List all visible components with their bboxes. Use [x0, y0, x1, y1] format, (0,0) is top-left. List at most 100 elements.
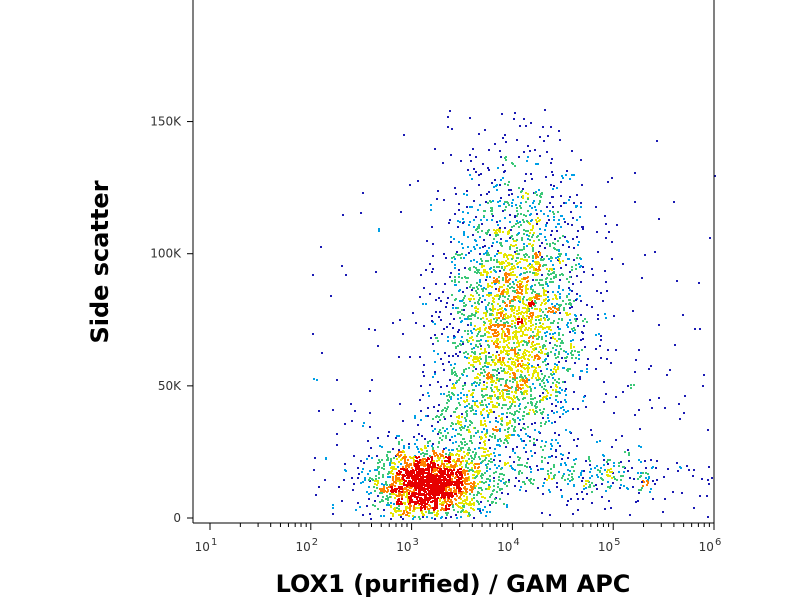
- event-dot: [532, 289, 534, 291]
- event-dot: [484, 348, 486, 350]
- event-dot: [514, 426, 516, 428]
- event-dot: [442, 450, 444, 452]
- event-dot: [489, 336, 491, 338]
- event-dot: [448, 479, 450, 481]
- event-dot: [451, 392, 453, 394]
- event-dot: [416, 498, 418, 500]
- event-dot: [494, 232, 496, 234]
- event-dot: [397, 466, 399, 468]
- event-dot: [422, 482, 424, 484]
- event-dot: [534, 274, 536, 276]
- event-dot: [527, 426, 529, 428]
- event-dot: [530, 122, 532, 124]
- event-dot: [454, 267, 456, 269]
- event-dot: [561, 357, 563, 359]
- event-dot: [454, 477, 456, 479]
- event-dot: [401, 503, 403, 505]
- event-dot: [526, 350, 528, 352]
- event-dot: [529, 436, 531, 438]
- event-dot: [544, 423, 546, 425]
- event-dot: [471, 289, 473, 291]
- event-dot: [507, 184, 509, 186]
- event-dot: [494, 143, 496, 145]
- event-dot: [438, 404, 440, 406]
- event-dot: [500, 440, 502, 442]
- event-dot: [587, 480, 589, 482]
- event-dot: [438, 476, 440, 478]
- event-dot: [536, 401, 538, 403]
- event-dot: [378, 459, 380, 461]
- event-dot: [474, 271, 476, 273]
- event-dot: [473, 504, 475, 506]
- event-dot: [540, 370, 542, 372]
- event-dot: [466, 460, 468, 462]
- event-dot: [512, 349, 514, 351]
- event-dot: [523, 423, 525, 425]
- event-dot: [534, 253, 536, 255]
- event-dot: [427, 392, 429, 394]
- event-dot: [508, 194, 510, 196]
- event-dot: [539, 195, 541, 197]
- event-dot: [416, 507, 418, 509]
- event-dot: [449, 276, 451, 278]
- event-dot: [569, 307, 571, 309]
- event-dot: [547, 355, 549, 357]
- event-dot: [499, 305, 501, 307]
- event-dot: [461, 476, 463, 478]
- event-dot: [435, 514, 437, 516]
- event-dot: [411, 467, 413, 469]
- event-dot: [511, 361, 513, 363]
- event-dot: [535, 319, 537, 321]
- event-dot: [471, 351, 473, 353]
- event-dot: [431, 315, 433, 317]
- event-dot: [420, 448, 422, 450]
- event-dot: [553, 216, 555, 218]
- event-dot: [408, 446, 410, 448]
- event-dot: [447, 126, 449, 128]
- event-dot: [565, 429, 567, 431]
- event-dot: [515, 330, 517, 332]
- event-dot: [498, 266, 500, 268]
- event-dot: [537, 364, 539, 366]
- event-dot: [473, 361, 475, 363]
- event-dot: [448, 508, 450, 510]
- event-dot: [534, 301, 536, 303]
- event-dot: [492, 404, 494, 406]
- event-dot: [523, 447, 525, 449]
- event-dot: [487, 286, 489, 288]
- event-dot: [450, 469, 452, 471]
- event-dot: [496, 491, 498, 493]
- event-dot: [463, 457, 465, 459]
- event-dot: [469, 431, 471, 433]
- event-dot: [451, 128, 453, 130]
- event-dot: [562, 334, 564, 336]
- event-dot: [473, 502, 475, 504]
- event-dot: [537, 273, 539, 275]
- event-dot: [542, 399, 544, 401]
- event-dot: [496, 278, 498, 280]
- event-dot: [484, 362, 486, 364]
- event-dot: [438, 466, 440, 468]
- event-dot: [395, 475, 397, 477]
- event-dot: [509, 376, 511, 378]
- event-dot: [408, 443, 410, 445]
- event-dot: [524, 334, 526, 336]
- event-dot: [577, 254, 579, 256]
- event-dot: [473, 497, 475, 499]
- event-dot: [435, 416, 437, 418]
- event-dot: [539, 383, 541, 385]
- event-dot: [450, 272, 452, 274]
- event-dot: [451, 294, 453, 296]
- event-dot: [578, 354, 580, 356]
- event-dot: [420, 507, 422, 509]
- event-dot: [578, 241, 580, 243]
- event-dot: [483, 253, 485, 255]
- event-dot: [513, 225, 515, 227]
- event-dot: [466, 415, 468, 417]
- event-dot: [494, 435, 496, 437]
- event-dot: [475, 290, 477, 292]
- event-dot: [516, 346, 518, 348]
- event-dot: [493, 472, 495, 474]
- event-dot: [468, 458, 470, 460]
- event-dot: [470, 298, 472, 300]
